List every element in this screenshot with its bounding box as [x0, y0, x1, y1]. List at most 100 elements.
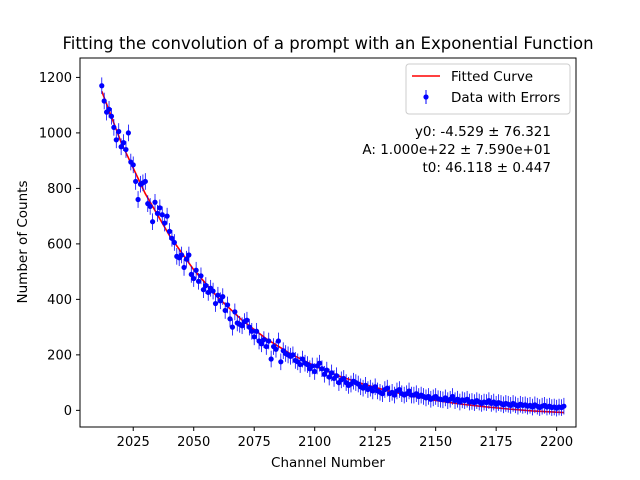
data-marker	[261, 337, 267, 343]
data-point	[220, 288, 226, 305]
data-point	[118, 138, 124, 156]
fit-parameters: y0: -4.529 ± 76.321 A: 1.000e+22 ± 7.590e…	[362, 124, 551, 176]
data-point	[147, 198, 153, 215]
data-point	[270, 338, 277, 355]
data-point	[425, 388, 432, 405]
data-marker	[130, 162, 136, 168]
data-marker	[195, 278, 202, 284]
legend-box	[405, 63, 571, 115]
data-marker	[370, 388, 376, 394]
data-point	[200, 281, 206, 298]
data-point	[362, 377, 369, 394]
data-point	[442, 389, 448, 407]
y-axis-label: Number of Counts	[15, 181, 31, 304]
data-marker	[113, 137, 119, 143]
y-tick-label: 1000	[39, 126, 72, 141]
data-marker	[384, 385, 390, 391]
data-marker	[133, 178, 139, 185]
data-marker	[406, 388, 412, 394]
data-marker	[215, 292, 221, 298]
y-tick-label: 200	[47, 348, 72, 363]
data-point	[326, 368, 332, 386]
x-tick-label: 2025	[117, 435, 150, 450]
data-marker	[297, 361, 303, 368]
points-layer	[99, 77, 567, 417]
data-point	[116, 123, 122, 140]
data-marker	[319, 366, 325, 372]
data-point	[104, 103, 110, 121]
data-point	[360, 379, 366, 397]
data-marker	[116, 128, 122, 135]
data-marker	[169, 235, 175, 241]
x-tick-label: 2200	[540, 435, 573, 450]
data-point	[120, 134, 127, 151]
data-point	[125, 124, 131, 142]
data-marker	[290, 352, 296, 358]
data-marker	[324, 367, 330, 373]
data-marker	[186, 252, 192, 258]
data-point	[370, 382, 376, 400]
x-tick-label: 2175	[480, 435, 513, 450]
data-point	[391, 386, 398, 404]
data-point	[188, 266, 194, 283]
data-point	[324, 361, 330, 379]
data-marker	[379, 391, 386, 397]
data-point	[372, 378, 378, 396]
data-point	[261, 331, 267, 348]
data-marker	[118, 144, 124, 150]
data-point	[101, 92, 107, 110]
data-point	[108, 107, 115, 125]
data-marker	[268, 356, 274, 362]
data-point	[396, 381, 402, 398]
data-marker	[164, 213, 170, 219]
legend-data-label: Data with Errors	[451, 90, 560, 106]
data-point	[268, 350, 274, 368]
data-point	[239, 317, 245, 335]
data-point	[191, 270, 197, 287]
data-point	[99, 77, 105, 95]
data-point	[227, 310, 233, 328]
data-point	[280, 342, 286, 360]
data-marker	[266, 338, 272, 344]
data-marker	[321, 371, 327, 377]
data-marker	[99, 83, 105, 89]
data-point	[404, 385, 410, 403]
axes-frame	[79, 57, 577, 428]
data-marker	[108, 113, 115, 119]
data-marker	[249, 328, 255, 334]
chart-title: Fitting the convolution of a prompt with…	[62, 34, 593, 53]
data-point	[224, 296, 231, 314]
plot-area	[79, 57, 577, 428]
data-marker	[239, 323, 245, 329]
data-marker	[205, 289, 211, 296]
data-point	[149, 213, 156, 231]
data-marker	[326, 374, 332, 380]
data-marker	[273, 346, 279, 352]
data-point	[193, 261, 199, 279]
data-point	[348, 375, 354, 393]
data-point	[217, 292, 223, 310]
data-point	[205, 284, 211, 301]
data-point	[258, 335, 265, 353]
data-point	[454, 390, 461, 408]
data-point	[198, 267, 204, 285]
data-point	[413, 385, 419, 403]
data-marker	[329, 370, 335, 376]
data-marker	[275, 338, 281, 344]
data-marker	[304, 361, 311, 368]
data-marker	[123, 146, 129, 153]
legend-data-marker	[423, 94, 429, 100]
data-point	[135, 191, 141, 208]
data-point	[133, 173, 139, 190]
data-point	[304, 356, 311, 373]
data-marker	[263, 343, 269, 350]
data-marker	[217, 298, 223, 304]
data-point	[389, 383, 395, 401]
data-marker	[278, 359, 284, 365]
data-marker	[254, 328, 260, 334]
data-marker	[159, 212, 165, 218]
data-point	[130, 156, 136, 174]
fit-parameter-text: A: 1.000e+22 ± 7.590e+01	[362, 142, 551, 158]
data-marker	[316, 360, 323, 366]
legend-fit-label: Fitted Curve	[451, 69, 533, 85]
